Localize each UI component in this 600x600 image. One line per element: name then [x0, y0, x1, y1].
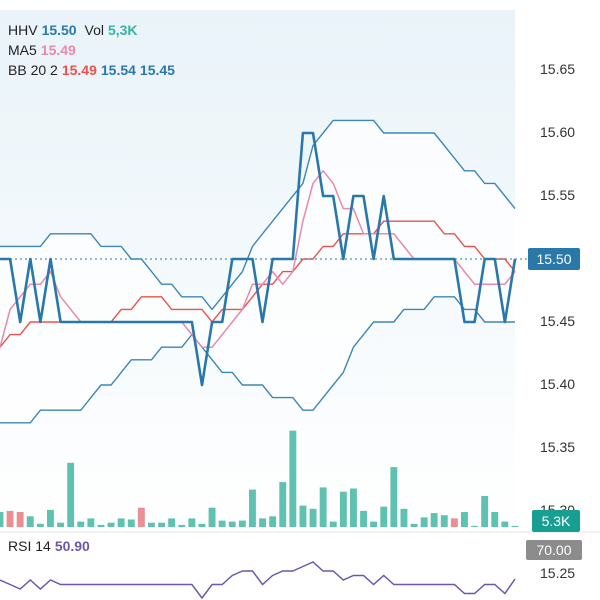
volume-bar [238, 520, 246, 527]
volume-bar [279, 482, 287, 527]
volume-bar [259, 518, 266, 527]
volume-bar [481, 496, 489, 527]
volume-bar [57, 522, 64, 527]
price-line [0, 131, 528, 387]
volume-bar [360, 510, 367, 527]
volume-bar [168, 518, 176, 527]
hhv-label: HHV [8, 22, 38, 38]
y-tick-label: 15.40 [540, 376, 576, 392]
volume-bar [339, 491, 347, 527]
bollinger-fill [0, 120, 515, 423]
ma-value: 15.49 [40, 42, 76, 58]
volume-bar [137, 507, 145, 527]
volume-bar [26, 516, 34, 527]
vol-label: Vol [84, 22, 104, 38]
volume-bar [148, 522, 155, 527]
volume-bar [127, 519, 135, 527]
volume-bar [208, 507, 216, 527]
hhv-line [0, 131, 517, 387]
volume-bar [420, 517, 428, 527]
volume-bar [87, 518, 95, 527]
volume-bar [47, 509, 54, 527]
volume-bar [329, 521, 337, 527]
volume-bar [491, 512, 499, 527]
rsi-label: RSI 14 [8, 538, 51, 554]
rsi14-line [0, 561, 516, 600]
volume-bar [430, 513, 438, 527]
rsi-line [0, 561, 516, 600]
bb-upper-line [0, 119, 516, 311]
volume-bar [97, 524, 105, 527]
volume-bar [511, 525, 519, 527]
volume-bar [289, 430, 297, 527]
volume-bar [380, 506, 388, 527]
y-tick-label: 15.65 [540, 61, 576, 77]
volume-bar [319, 487, 327, 527]
bollinger-band-area [0, 120, 515, 423]
y-tick-label: 15.25 [540, 565, 576, 581]
volume-bar [269, 516, 277, 527]
legend-rsi: RSI 14 50.90 [8, 538, 94, 554]
volume-bar [350, 488, 357, 527]
volume-bars [0, 430, 519, 528]
volume-bar [67, 462, 75, 527]
volume-bar [178, 524, 186, 527]
y-tick-label: 15.60 [540, 124, 576, 140]
volume-bar [440, 515, 448, 527]
volume-bar [0, 512, 4, 527]
rsi-level-badge: 70.00 [526, 540, 582, 560]
volume-bar [370, 521, 378, 527]
hhv-value: 15.50 [41, 22, 77, 38]
volume-bar [390, 467, 398, 527]
volume-bar [249, 489, 256, 528]
y-tick-label: 15.45 [540, 313, 576, 329]
volume-bar [501, 521, 509, 527]
rsi-value: 50.90 [54, 538, 90, 554]
legend-ma: MA5 15.49 [8, 42, 80, 58]
volume-bar [117, 518, 125, 527]
price-badge: 15.50 [528, 248, 580, 270]
volume-badge: 5.3K [532, 510, 580, 532]
volume-bar [218, 520, 226, 527]
bb-lower-line [0, 296, 515, 424]
volume-bar [16, 512, 24, 527]
volume-bar [77, 521, 85, 527]
bb-mid-value: 15.49 [61, 62, 97, 78]
volume-bar [471, 525, 478, 527]
volume-bar [198, 523, 206, 527]
volume-bar [450, 518, 458, 527]
legend-bb: BB 20 2 15.49 15.54 15.45 [8, 62, 179, 78]
volume-bar [299, 505, 307, 527]
volume-bar [36, 523, 44, 527]
bb-label: BB 20 2 [8, 62, 58, 78]
y-tick-label: 15.55 [540, 187, 576, 203]
volume-bar [309, 508, 317, 527]
vol-value: 5,3K [107, 22, 138, 38]
ma-label: MA5 [8, 42, 37, 58]
bb-upper-value: 15.54 [100, 62, 136, 78]
bb-lower-value: 15.45 [139, 62, 175, 78]
volume-bar [188, 518, 196, 527]
volume-bar [228, 521, 236, 527]
volume-bar [410, 523, 418, 527]
volume-bar [400, 508, 408, 527]
volume-bar [158, 522, 165, 527]
volume-bar [6, 510, 14, 527]
y-tick-label: 15.35 [540, 439, 576, 455]
volume-bar [461, 512, 468, 527]
volume-bar [107, 522, 115, 527]
rsi-area [0, 535, 515, 600]
legend-hhv: HHV 15.50 Vol 5,3K [8, 22, 142, 38]
